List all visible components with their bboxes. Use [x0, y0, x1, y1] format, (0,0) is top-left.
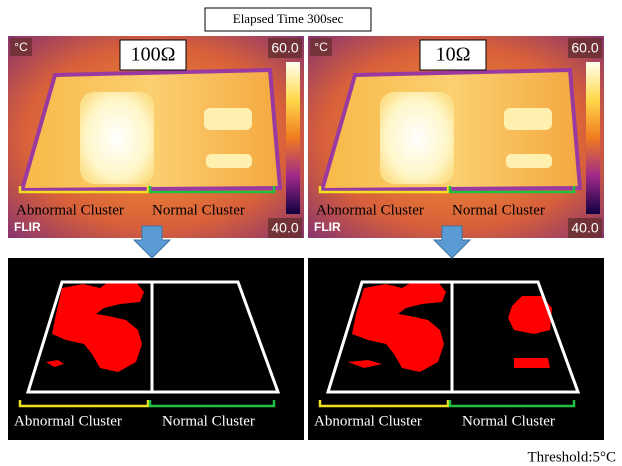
- hot-region: [80, 92, 154, 184]
- scale-max: 60.0: [571, 40, 598, 56]
- thermal-label: Normal Cluster: [452, 202, 545, 218]
- binary-label: Normal Cluster: [462, 413, 555, 429]
- thermal-label: Normal Cluster: [152, 202, 245, 218]
- warm-spot: [206, 154, 252, 168]
- warm-spot: [204, 108, 252, 130]
- binary-label: Abnormal Cluster: [314, 413, 422, 429]
- threshold: Threshold:5°C: [528, 449, 617, 465]
- thermal-label: Abnormal Cluster: [16, 202, 124, 218]
- warm-spot: [504, 108, 552, 130]
- hot-region: [380, 92, 454, 184]
- binary-label: Abnormal Cluster: [14, 413, 122, 429]
- binary-label: Normal Cluster: [162, 413, 255, 429]
- thermal-image: °C 60.0 40.0 FLIR 10Ω Abnormal Cluster Normal …: [308, 36, 604, 238]
- scale-min: 40.0: [571, 220, 598, 236]
- title: Elapsed Time 300sec: [233, 11, 344, 26]
- hot-area: [514, 358, 550, 368]
- unit: °C: [14, 40, 28, 54]
- scale-max: 60.0: [271, 40, 298, 56]
- scale-min: 40.0: [271, 220, 298, 236]
- colorbar: [286, 62, 300, 214]
- thermal-label: Abnormal Cluster: [316, 202, 424, 218]
- resistance: 10Ω: [436, 44, 471, 66]
- resistance: 100Ω: [131, 44, 176, 66]
- figure: Elapsed Time 300sec Threshold:5°C °C 60.0…: [0, 0, 622, 466]
- colorbar: [586, 62, 600, 214]
- brand: FLIR: [14, 220, 41, 234]
- warm-spot: [506, 154, 552, 168]
- thermal-image: °C 60.0 40.0 FLIR 100Ω Abnormal Cluster Normal…: [8, 36, 304, 238]
- brand: FLIR: [314, 220, 341, 234]
- binary-image: Abnormal Cluster Normal Cluster: [8, 258, 304, 440]
- binary-image: Abnormal Cluster Normal Cluster: [308, 258, 604, 440]
- unit: °C: [314, 40, 328, 54]
